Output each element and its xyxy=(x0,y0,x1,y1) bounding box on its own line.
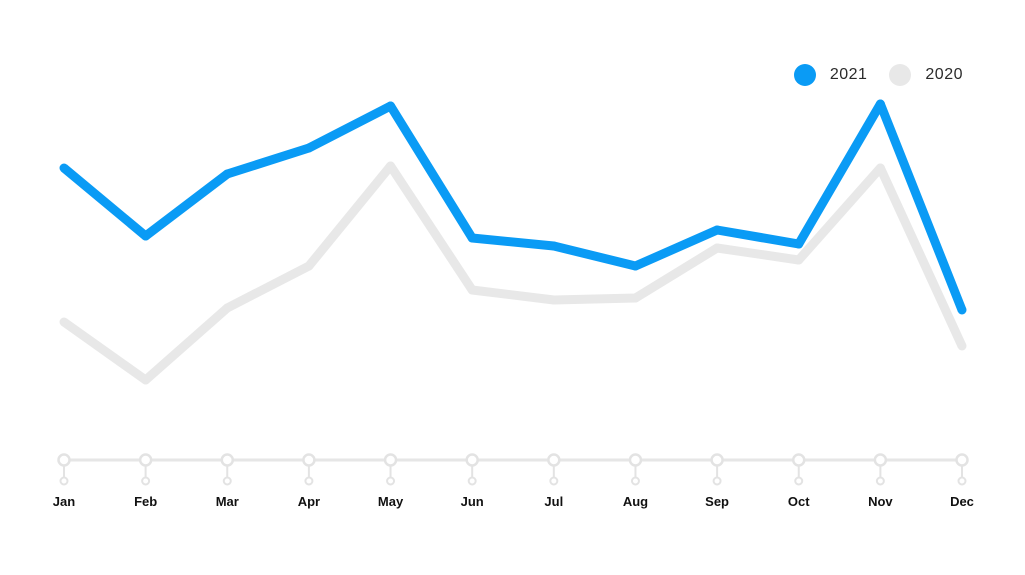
data-point-2021-apr[interactable] xyxy=(304,143,314,153)
data-point-2020-mar[interactable] xyxy=(222,303,232,313)
legend-label-2021: 2021 xyxy=(829,66,868,83)
x-tick-marker xyxy=(57,453,71,486)
data-point-2021-aug[interactable] xyxy=(630,261,640,271)
x-tick-label-aug: Aug xyxy=(623,494,648,509)
data-point-2020-nov[interactable] xyxy=(875,163,885,173)
series-layer xyxy=(59,99,967,385)
x-tick-label-apr: Apr xyxy=(298,494,320,509)
data-point-2021-oct[interactable] xyxy=(794,239,804,249)
x-tick-marker xyxy=(873,453,888,486)
x-tick-marker xyxy=(302,453,316,486)
x-axis-labels: Jan Feb Mar Apr May Jun Jul Aug Sep Oct Nov Dec xyxy=(53,494,974,509)
x-tick-label-may: May xyxy=(378,494,404,509)
x-tick-marker xyxy=(547,453,561,486)
x-tick-label-sep: Sep xyxy=(705,494,729,509)
legend-item-2021[interactable]: 2021 xyxy=(793,64,868,86)
legend-label-2020: 2020 xyxy=(925,66,963,83)
series-line-2020 xyxy=(61,161,967,385)
x-tick-label-oct: Oct xyxy=(788,494,810,509)
data-point-2021-feb[interactable] xyxy=(141,231,151,241)
x-tick-label-jun: Jun xyxy=(461,494,484,509)
x-tick-marker xyxy=(383,453,398,486)
data-point-2021-jul[interactable] xyxy=(549,241,559,251)
data-point-2021-dec[interactable] xyxy=(957,305,967,315)
x-tick-marker xyxy=(628,453,643,486)
data-point-2021-jun[interactable] xyxy=(467,233,477,243)
x-tick-label-nov: Nov xyxy=(868,494,893,509)
x-tick-marker xyxy=(465,453,479,486)
x-tick-marker xyxy=(138,453,153,486)
x-tick-label-feb: Feb xyxy=(134,494,157,509)
data-point-2021-may[interactable] xyxy=(386,101,396,111)
x-tick-marker xyxy=(220,453,235,486)
data-point-2021-mar[interactable] xyxy=(222,169,232,179)
series-line-2021 xyxy=(61,99,967,312)
x-tick-label-dec: Dec xyxy=(950,494,974,509)
data-point-2021-nov[interactable] xyxy=(875,99,885,109)
data-point-2020-feb[interactable] xyxy=(141,375,151,385)
x-tick-marker xyxy=(710,453,724,486)
x-tick-label-mar: Mar xyxy=(216,494,239,509)
legend: 2021 2020 xyxy=(793,64,963,86)
data-point-2020-dec[interactable] xyxy=(957,341,967,351)
x-tick-marker xyxy=(955,453,969,486)
data-point-2021-sep[interactable] xyxy=(712,225,722,235)
data-point-2020-apr[interactable] xyxy=(304,261,314,271)
legend-item-2020[interactable]: 2020 xyxy=(889,64,963,86)
data-point-2020-jan[interactable] xyxy=(59,317,69,327)
x-tick-label-jul: Jul xyxy=(544,494,563,509)
data-point-2020-sep[interactable] xyxy=(712,243,722,253)
data-point-2020-aug[interactable] xyxy=(630,293,640,303)
data-point-2020-oct[interactable] xyxy=(794,255,804,265)
data-point-2020-jun[interactable] xyxy=(467,285,477,295)
data-point-2020-may[interactable] xyxy=(386,161,396,171)
x-tick-marker xyxy=(791,453,806,486)
data-point-2021-jan[interactable] xyxy=(59,163,69,173)
x-axis xyxy=(57,453,969,486)
legend-swatch-2020 xyxy=(889,64,912,86)
legend-swatch-2021 xyxy=(793,64,816,86)
data-point-2020-jul[interactable] xyxy=(549,295,559,305)
x-tick-label-jan: Jan xyxy=(53,494,75,509)
